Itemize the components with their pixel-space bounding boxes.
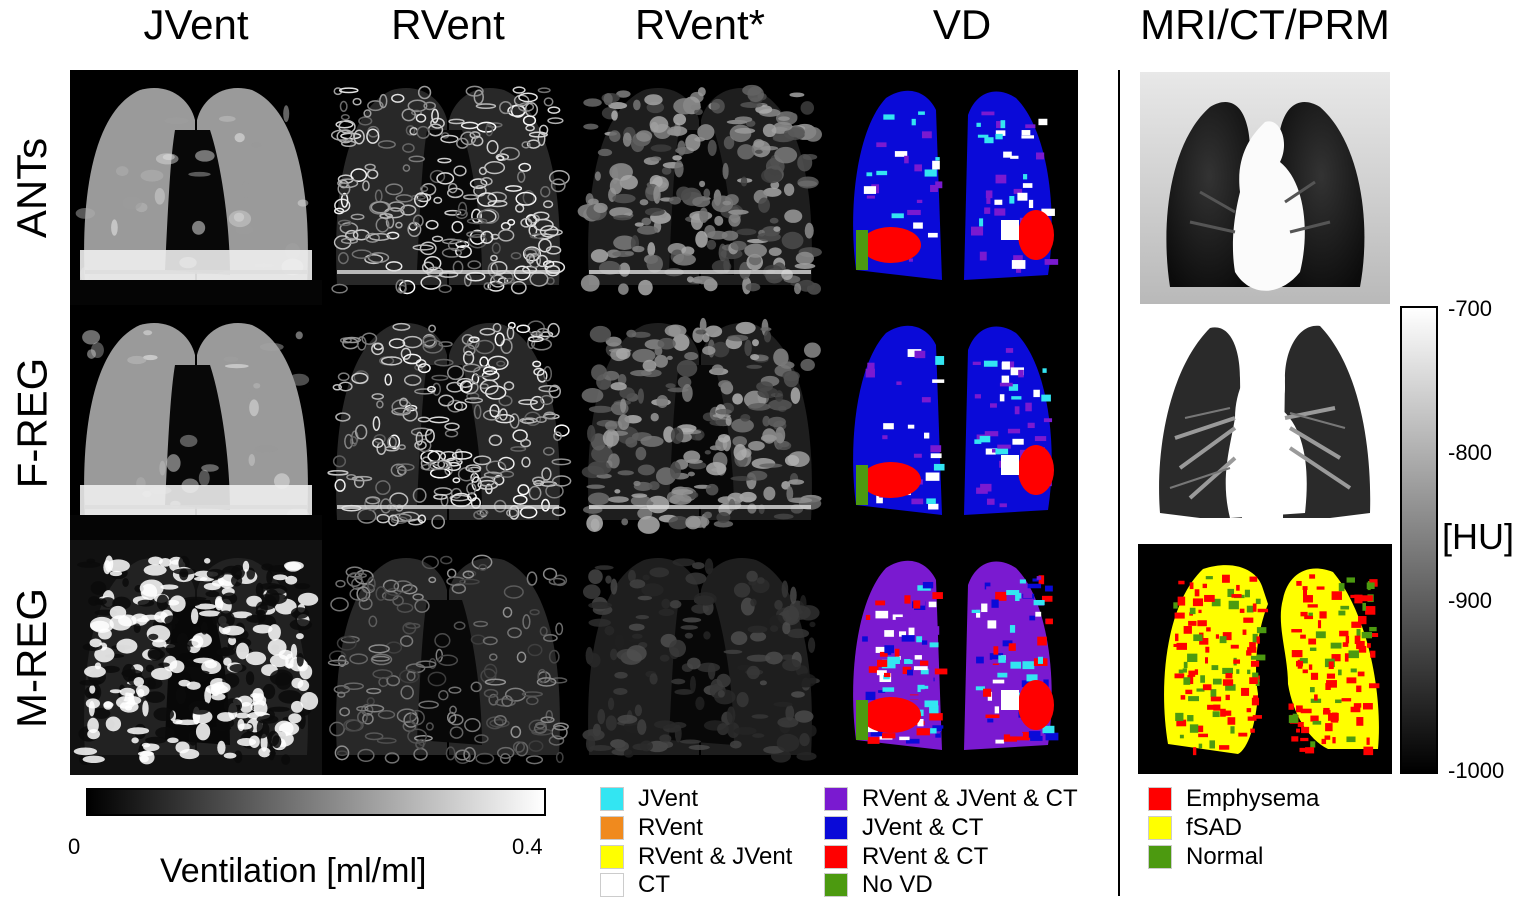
image-tile-vd-ants xyxy=(826,70,1078,305)
vd-legend-swatch xyxy=(824,873,848,897)
column-title-rvent: RVent xyxy=(391,1,505,48)
prm-legend-swatch xyxy=(1148,845,1172,869)
image-tile-jvent-ants xyxy=(70,70,322,305)
prm-legend-item: Normal xyxy=(1148,843,1263,871)
image-tile-vd-m-reg xyxy=(826,540,1078,775)
ventilation-min-label: 0 xyxy=(68,834,81,859)
vd-legend-label: RVent xyxy=(638,814,703,841)
vd-legend-swatch xyxy=(824,845,848,869)
vd-legend-swatch xyxy=(600,845,624,869)
vd-legend-swatch xyxy=(600,787,624,811)
column-title-mri-ct-prm: MRI/CT/PRM xyxy=(1140,1,1390,48)
vd-legend-label: No VD xyxy=(862,871,933,898)
vd-legend-label: RVent & JVent xyxy=(638,843,793,870)
mri-image xyxy=(1140,72,1390,304)
hu-colorbar-label: [HU] xyxy=(1442,516,1514,557)
vd-legend-item: CT xyxy=(600,871,670,899)
ct-image xyxy=(1140,318,1390,540)
ventilation-max-label: 0.4 xyxy=(512,834,543,859)
vd-legend-label: JVent & CT xyxy=(862,814,984,841)
vd-legend-item: RVent & CT xyxy=(824,843,988,871)
prm-legend-item: Emphysema xyxy=(1148,785,1319,813)
vd-legend-label: JVent xyxy=(638,785,699,812)
image-tile-rvent-m-reg xyxy=(574,540,826,775)
vd-legend-swatch xyxy=(824,816,848,840)
image-tile-rvent-m-reg xyxy=(322,540,574,775)
hu-tick-900: -900 xyxy=(1448,588,1493,613)
prm-legend-label: Emphysema xyxy=(1186,785,1320,812)
image-tile-rvent-ants xyxy=(322,70,574,305)
image-tile-rvent-f-reg xyxy=(322,305,574,540)
vd-legend-item: No VD xyxy=(824,871,933,899)
vd-legend-item: JVent xyxy=(600,785,698,813)
vd-legend-label: RVent & JVent & CT xyxy=(862,785,1078,812)
row-label-m-reg: M-REG xyxy=(8,587,55,728)
vd-legend-swatch xyxy=(600,873,624,897)
vd-legend-swatch xyxy=(600,816,624,840)
hu-tick-700: -700 xyxy=(1448,296,1493,321)
image-tile-vd-f-reg xyxy=(826,305,1078,540)
prm-legend-swatch xyxy=(1148,787,1172,811)
ventilation-colorbar-label: Ventilation [ml/ml] xyxy=(160,852,427,890)
separator-line xyxy=(1118,70,1120,896)
image-tile-jvent-f-reg xyxy=(70,305,322,540)
prm-image xyxy=(1138,544,1392,774)
vd-legend-item: RVent & JVent xyxy=(600,843,792,871)
ventilation-colorbar xyxy=(86,788,546,816)
prm-legend-swatch xyxy=(1148,816,1172,840)
image-tile-rvent-f-reg xyxy=(574,305,826,540)
row-label-ants: ANTs xyxy=(8,137,56,238)
column-title-rvent-star: RVent* xyxy=(635,1,765,48)
vd-legend-item: RVent xyxy=(600,814,703,842)
prm-legend-label: Normal xyxy=(1186,843,1264,870)
row-label-f-reg: F-REG xyxy=(8,357,55,488)
vd-legend-item: RVent & JVent & CT xyxy=(824,785,1078,813)
column-title-vd: VD xyxy=(932,1,992,48)
hu-tick-800: -800 xyxy=(1448,440,1493,465)
image-tile-jvent-m-reg xyxy=(70,540,322,775)
vd-legend-label: CT xyxy=(638,871,670,898)
image-tile-rvent-ants xyxy=(574,70,826,305)
vd-legend-swatch xyxy=(824,787,848,811)
vd-legend-label: RVent & CT xyxy=(862,843,989,870)
column-title-jvent: JVent xyxy=(143,1,249,48)
prm-legend-label: fSAD xyxy=(1186,814,1243,841)
hu-colorbar xyxy=(1400,306,1438,774)
prm-legend-item: fSAD xyxy=(1148,814,1242,842)
vd-legend-item: JVent & CT xyxy=(824,814,983,842)
hu-tick-1000: -1000 xyxy=(1448,758,1505,783)
